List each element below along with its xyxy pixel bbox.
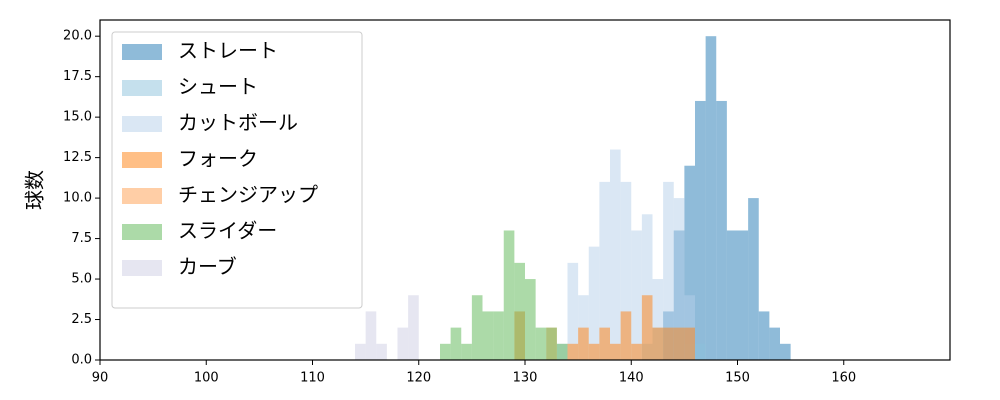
legend-swatch	[122, 44, 162, 60]
y-tick-label: 0.0	[71, 353, 92, 368]
legend-swatch	[122, 188, 162, 204]
bar	[567, 343, 579, 360]
legend-box	[111, 31, 363, 309]
bar	[482, 311, 494, 360]
y-tick-label: 5.0	[71, 272, 92, 287]
plot-frame	[99, 19, 951, 361]
bar	[769, 327, 780, 360]
bar	[461, 343, 472, 360]
bar	[748, 198, 759, 360]
x-tick-label: 110	[300, 371, 325, 386]
bar	[599, 327, 610, 360]
x-tick-label: 120	[406, 371, 431, 386]
bar	[684, 165, 695, 360]
bar	[695, 100, 706, 360]
bar	[578, 327, 589, 360]
legend-label: カーブ	[178, 255, 237, 279]
bar	[663, 181, 674, 360]
bar	[355, 343, 366, 360]
bar	[567, 262, 579, 360]
legend-label: チェンジアップ	[178, 183, 318, 207]
bar	[737, 230, 749, 360]
bar	[673, 198, 685, 360]
bar	[705, 36, 717, 360]
bar	[450, 327, 462, 360]
bar	[503, 230, 515, 360]
x-tick-label: 150	[725, 371, 750, 386]
bar	[610, 149, 621, 360]
legend-swatch	[122, 116, 162, 132]
y-tick-label: 10.0	[63, 191, 92, 206]
bar	[716, 100, 727, 360]
y-tick-label: 15.0	[63, 110, 92, 125]
x-tick-label: 160	[831, 371, 856, 386]
bar	[471, 295, 483, 360]
bar	[365, 311, 377, 360]
legend-label: ストレート	[178, 39, 278, 63]
bar	[493, 311, 504, 360]
bar	[620, 181, 632, 360]
y-tick-label: 20.0	[63, 29, 92, 44]
bar	[397, 327, 409, 360]
bar	[620, 311, 632, 360]
bar	[535, 327, 547, 360]
bar	[631, 230, 642, 360]
bar	[514, 262, 525, 360]
y-tick-label: 7.5	[71, 231, 92, 246]
bar	[631, 343, 642, 360]
x-tick-label: 130	[513, 371, 538, 386]
y-tick-label: 12.5	[63, 150, 92, 165]
bar	[726, 230, 738, 360]
y-tick-label: 2.5	[71, 312, 92, 327]
y-axis-label: 球数	[23, 170, 47, 210]
bar	[556, 343, 568, 360]
y-tick-label: 17.5	[63, 69, 92, 84]
bar	[663, 327, 674, 360]
x-tick-label: 100	[194, 371, 219, 386]
bar	[610, 343, 621, 360]
legend-swatch	[122, 260, 162, 276]
bar	[525, 279, 536, 360]
bar	[546, 327, 557, 360]
bar	[408, 295, 419, 360]
bar	[588, 246, 600, 360]
bar	[695, 343, 706, 360]
legend-swatch	[122, 152, 162, 168]
x-tick-label: 140	[619, 371, 644, 386]
legend-label: フォーク	[178, 147, 258, 171]
legend-swatch	[122, 224, 162, 240]
bar	[588, 343, 600, 360]
legend-swatch	[122, 80, 162, 96]
bar	[652, 327, 664, 360]
x-tick-label: 90	[92, 371, 109, 386]
bar	[641, 214, 653, 360]
bar	[641, 295, 653, 360]
bar	[780, 343, 791, 360]
bar	[673, 327, 685, 360]
bar	[652, 279, 664, 360]
legend-label: スライダー	[178, 219, 277, 243]
bar	[440, 343, 451, 360]
bar	[376, 343, 387, 360]
bar	[599, 181, 610, 360]
legend-label: カットボール	[178, 111, 298, 135]
bar	[758, 311, 770, 360]
legend-label: シュート	[178, 75, 258, 99]
bar	[684, 327, 695, 360]
